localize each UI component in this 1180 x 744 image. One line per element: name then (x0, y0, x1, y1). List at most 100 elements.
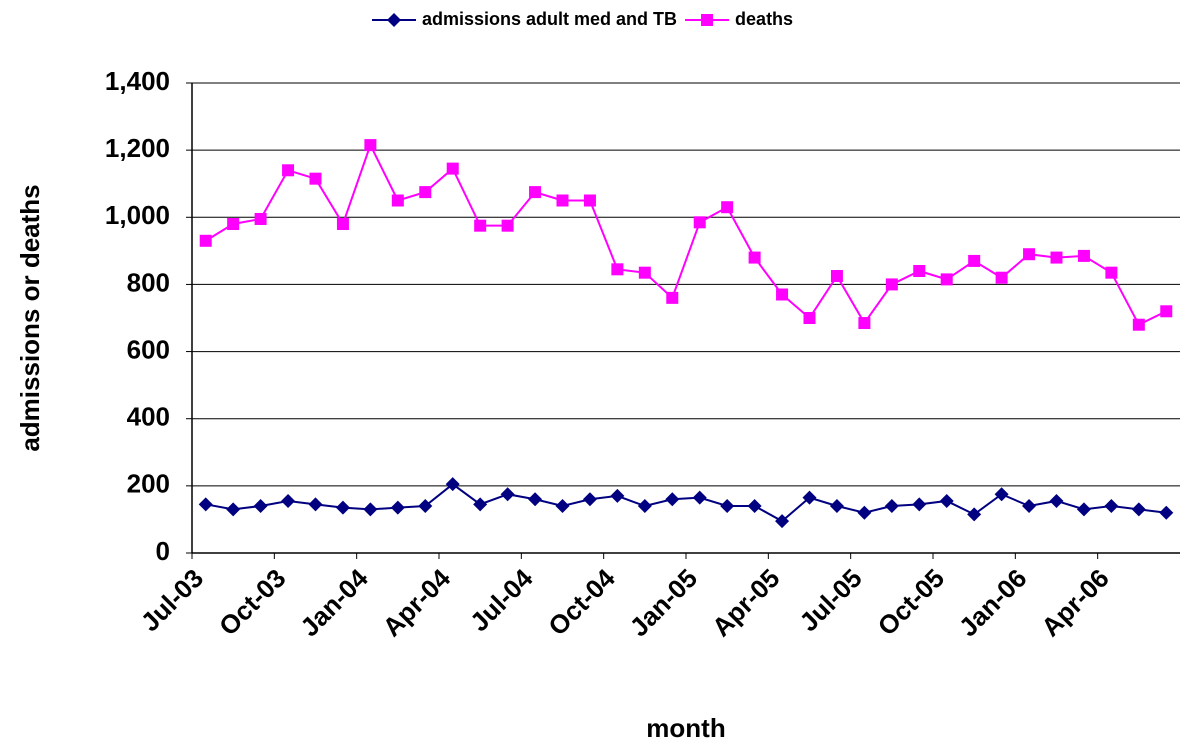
point (940, 273, 953, 286)
y-axis-title: admissions or deaths (15, 184, 45, 451)
point (419, 186, 432, 199)
point (1022, 499, 1037, 513)
point (309, 172, 322, 185)
x-tick-label: Jul-03 (135, 563, 209, 637)
point (666, 291, 679, 304)
point (226, 502, 241, 517)
point (775, 514, 790, 529)
point (747, 499, 762, 513)
point (1050, 251, 1063, 264)
point (500, 487, 515, 502)
point (884, 499, 899, 513)
point (282, 164, 295, 177)
point (857, 505, 872, 520)
point (473, 497, 488, 512)
point (199, 234, 212, 247)
point (445, 477, 460, 492)
point (335, 500, 350, 515)
point (995, 271, 1008, 284)
point (364, 139, 377, 152)
point (1104, 499, 1119, 513)
y-tick-label: 1,200 (105, 133, 170, 163)
x-tick-label: Jul-04 (464, 563, 539, 638)
x-tick-label: Apr-05 (706, 563, 785, 642)
point (1160, 305, 1173, 318)
point (363, 502, 378, 517)
point (665, 492, 680, 507)
point (858, 317, 871, 330)
point (638, 266, 651, 279)
point (583, 194, 596, 207)
legend-label: deaths (735, 9, 793, 29)
y-tick-label: 1,000 (105, 200, 170, 230)
y-tick-label: 1,400 (105, 66, 170, 96)
x-tick-label: Apr-04 (377, 563, 457, 643)
x-tick-label: Oct-03 (213, 563, 291, 641)
point (1105, 266, 1118, 279)
y-tick-label: 0 (156, 536, 170, 566)
point (254, 212, 267, 225)
legend: admissions adult med and TB deaths (372, 9, 793, 29)
legend-marker (701, 14, 714, 26)
point (693, 216, 706, 229)
point (556, 194, 569, 207)
x-tick-label: Oct-04 (542, 563, 621, 642)
y-tick-label: 800 (127, 267, 170, 297)
point (308, 497, 323, 512)
point (829, 499, 844, 513)
point (611, 263, 624, 276)
point (418, 499, 433, 513)
point (474, 219, 487, 232)
point (610, 488, 625, 503)
legend-marker (387, 13, 401, 27)
point (912, 497, 927, 512)
point (994, 487, 1009, 502)
point (446, 162, 459, 175)
point (582, 492, 597, 507)
x-tick-label: Jul-05 (793, 563, 867, 637)
point (555, 499, 570, 513)
point (391, 194, 404, 207)
point (1049, 493, 1064, 508)
point (390, 500, 405, 515)
point (227, 218, 240, 230)
point (830, 270, 843, 283)
point (803, 312, 816, 324)
point (721, 201, 734, 214)
point (198, 497, 213, 512)
y-tick-label: 400 (127, 402, 170, 432)
point (776, 288, 789, 301)
point (528, 492, 543, 507)
point (939, 493, 954, 508)
point (913, 265, 926, 277)
x-axis-title: month (646, 713, 725, 743)
point (336, 218, 349, 230)
x-tick-label: Jan-06 (953, 563, 1032, 642)
x-tick-label: Oct-05 (872, 563, 950, 641)
point (748, 251, 761, 264)
legend-label: admissions adult med and TB (422, 9, 677, 29)
point (1077, 249, 1090, 262)
point (967, 507, 982, 522)
point (637, 499, 652, 513)
point (802, 490, 817, 505)
series-line (205, 142, 1167, 327)
y-tick-label: 600 (127, 334, 170, 364)
point (1023, 248, 1036, 261)
point (253, 499, 268, 513)
series-line (205, 482, 1167, 523)
point (1131, 502, 1146, 517)
y-tick-label: 200 (127, 469, 170, 499)
point (720, 499, 735, 513)
point (692, 490, 707, 505)
point (501, 219, 514, 232)
point (1159, 505, 1174, 520)
point (1076, 502, 1091, 517)
x-tick-label: Jan-04 (294, 563, 374, 643)
point (885, 278, 898, 291)
point (281, 493, 296, 508)
point (1132, 318, 1145, 331)
x-tick-label: Apr-06 (1035, 563, 1114, 642)
point (968, 254, 981, 267)
